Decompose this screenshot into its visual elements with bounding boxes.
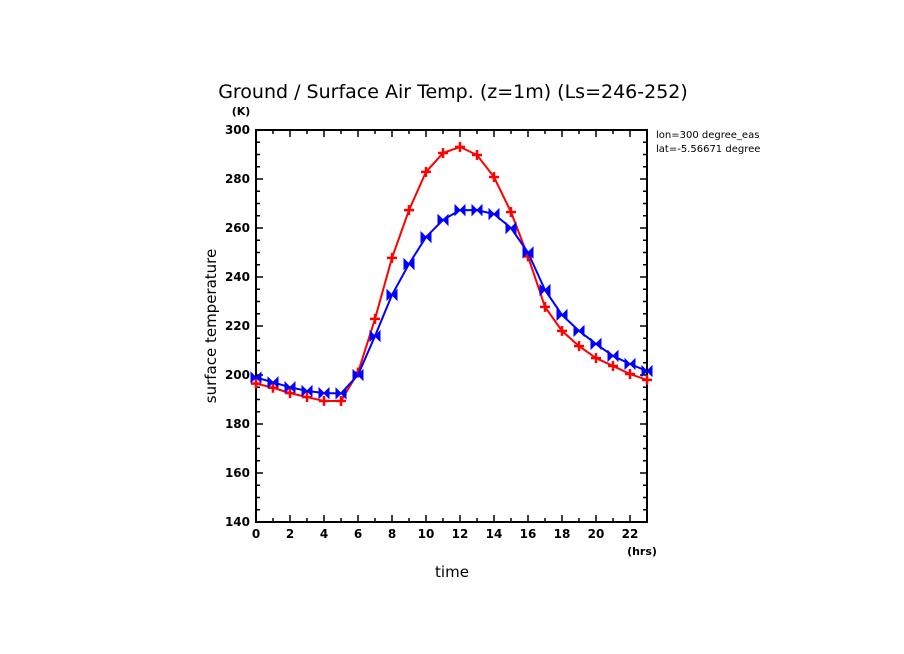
data-point-marker (607, 349, 619, 363)
series-line (255, 145, 648, 402)
annotation-lon: lon=300 degree_eas (656, 130, 759, 141)
y-tick-label: 300 (225, 123, 250, 137)
annotation-lat: lat=-5.56671 degree (656, 144, 760, 155)
data-point-marker (370, 313, 380, 324)
data-point-marker (387, 252, 397, 263)
y-tick-label: 220 (225, 319, 250, 333)
data-point-marker (556, 308, 568, 322)
x-axis-label: time (435, 563, 469, 581)
data-point-marker (574, 341, 584, 352)
data-point-marker (369, 329, 381, 343)
y-tick-label: 280 (225, 172, 250, 186)
data-point-marker (318, 386, 330, 400)
data-point-marker (319, 395, 329, 406)
y-tick-labels: 140 160 180 200 220 240 260 280 300 (225, 123, 250, 529)
x-tick-label: 2 (286, 527, 294, 541)
data-point-marker (420, 230, 432, 244)
y-unit-label: (K) (232, 105, 251, 118)
plot-frame (255, 129, 648, 523)
x-tick-label: 10 (418, 527, 435, 541)
data-point-marker (557, 325, 567, 336)
data-point-marker (421, 166, 431, 177)
data-point-marker (335, 387, 347, 400)
x-tick-label: 14 (486, 527, 503, 541)
x-tick-label: 20 (588, 527, 605, 541)
data-point-marker (488, 207, 500, 221)
data-point-marker (455, 141, 465, 152)
data-point-marker (386, 288, 398, 302)
data-point-marker (268, 382, 278, 393)
axes (255, 129, 648, 523)
data-point-marker (489, 172, 499, 183)
x-unit-label: (hrs) (627, 545, 657, 558)
y-tick-label: 160 (225, 466, 250, 480)
data-point-marker (285, 388, 295, 399)
data-point-marker (267, 376, 279, 389)
y-tick-label: 200 (225, 368, 250, 382)
x-tick-label: 22 (622, 527, 639, 541)
data-point-marker (250, 371, 262, 384)
data-point-marker (522, 246, 534, 259)
x-tick-label: 12 (452, 527, 469, 541)
data-point-marker (284, 381, 296, 394)
data-point-marker (505, 221, 517, 235)
data-point-marker (403, 257, 415, 271)
x-tick-label: 4 (320, 527, 328, 541)
data-point-marker (506, 207, 516, 218)
data-point-marker (539, 283, 551, 297)
data-point-marker (454, 203, 466, 217)
data-point-marker (608, 360, 618, 371)
y-tick-label: 140 (225, 515, 250, 529)
series-line (255, 209, 648, 395)
data-point-marker (437, 213, 449, 227)
y-tick-label: 180 (225, 417, 250, 431)
data-point-marker (251, 378, 261, 389)
data-point-marker (404, 205, 414, 216)
series-ground (251, 141, 652, 406)
data-point-marker (625, 369, 635, 380)
data-point-marker (573, 324, 585, 338)
x-tick-label: 8 (388, 527, 396, 541)
data-point-marker (472, 149, 482, 160)
data-point-marker (336, 395, 346, 406)
data-point-marker (352, 368, 364, 382)
x-tick-label: 0 (252, 527, 260, 541)
x-tick-label: 16 (520, 527, 537, 541)
y-tick-label: 240 (225, 270, 250, 284)
series-air (250, 203, 653, 400)
data-point-marker (642, 374, 652, 385)
data-point-marker (641, 364, 653, 378)
x-tick-label: 6 (354, 527, 362, 541)
data-point-marker (471, 203, 483, 217)
data-point-marker (302, 392, 312, 403)
y-axis-label: surface temperature (202, 249, 220, 404)
chart-title: Ground / Surface Air Temp. (z=1m) (Ls=24… (218, 81, 688, 103)
data-point-marker (591, 353, 601, 364)
data-point-marker (301, 384, 313, 398)
x-tick-labels: 0 2 4 6 8 10 12 14 16 18 20 22 (252, 527, 639, 541)
y-tick-label: 260 (225, 221, 250, 235)
data-point-marker (590, 337, 602, 351)
x-tick-label: 18 (554, 527, 571, 541)
series-layer (250, 141, 653, 406)
data-point-marker (624, 357, 636, 371)
data-point-marker (438, 148, 448, 159)
data-point-marker (540, 301, 550, 312)
